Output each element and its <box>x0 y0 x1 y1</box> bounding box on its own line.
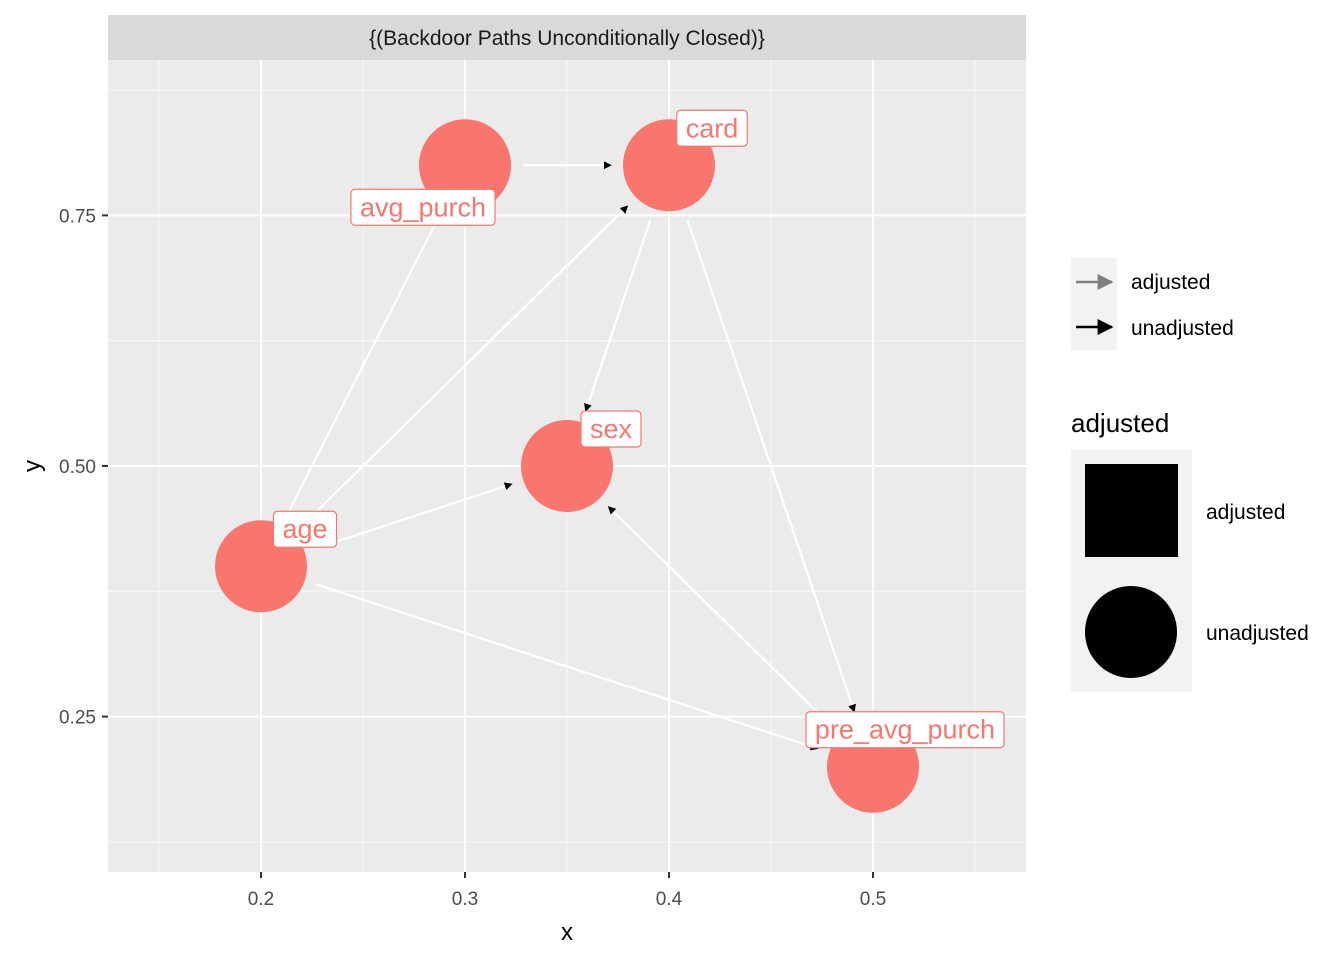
shape-legend: adjusted adjusted unadjusted <box>1071 408 1309 692</box>
legend-unadjusted-label: unadjusted <box>1131 317 1234 340</box>
edge-legend-key-bg <box>1071 258 1117 350</box>
node-label-box <box>350 188 496 226</box>
node-label-box <box>676 109 748 147</box>
edge-card-to-sex <box>584 219 652 412</box>
node-label-text: pre_avg_purch <box>815 715 995 745</box>
y-axis-title: y <box>19 460 46 472</box>
y-tick-label: 0.25 <box>59 708 96 729</box>
edge-legend: adjusted unadjusted <box>1071 258 1234 350</box>
node-label-age: age <box>272 510 338 548</box>
legend-square-icon <box>1085 464 1178 557</box>
x-axis: 0.2 0.3 0.4 0.5 <box>248 872 886 910</box>
node-label-pre_avg_purch: pre_avg_purch <box>805 711 1005 749</box>
node-label-box <box>272 510 338 548</box>
x-tick-label: 0.3 <box>452 889 478 910</box>
facet-title: {(Backdoor Paths Unconditionally Closed)… <box>369 27 765 50</box>
legend-circle-icon <box>1085 586 1177 678</box>
node-label-avg_purch: avg_purch <box>350 188 496 226</box>
edges <box>286 161 856 751</box>
x-tick-label: 0.5 <box>860 889 886 910</box>
x-tick-label: 0.2 <box>248 889 274 910</box>
node-label-box <box>580 410 642 448</box>
node-label-card: card <box>676 109 748 147</box>
y-axis: 0.25 0.50 0.75 <box>59 206 108 729</box>
y-tick-label: 0.75 <box>59 206 96 227</box>
legend-square-label: adjusted <box>1206 501 1285 524</box>
x-axis-title: x <box>561 919 573 946</box>
node-avg_purch <box>419 119 511 212</box>
x-tick-label: 0.4 <box>656 889 683 910</box>
node-label-text: avg_purch <box>360 192 486 222</box>
node-label-text: card <box>686 113 739 143</box>
facet-strip <box>108 15 1026 60</box>
y-tick-label: 0.50 <box>59 457 96 478</box>
edge-age-to-avg_purch <box>286 216 440 516</box>
node-label-text: sex <box>590 414 633 444</box>
node-label-box <box>805 711 1005 749</box>
legend-adjusted-label: adjusted <box>1131 271 1210 294</box>
edge-sex-to-pre_avg_purch <box>607 505 833 727</box>
node-label-text: age <box>282 514 327 544</box>
shape-legend-title: adjusted <box>1071 408 1169 438</box>
legend-circle-label: unadjusted <box>1206 622 1309 645</box>
node-label-sex: sex <box>580 410 642 448</box>
node-labels: avg_purch card sex age pre_avg_purch <box>272 109 1005 749</box>
edge-age-to-sex <box>315 482 513 550</box>
edge-age-to-card <box>301 205 629 527</box>
